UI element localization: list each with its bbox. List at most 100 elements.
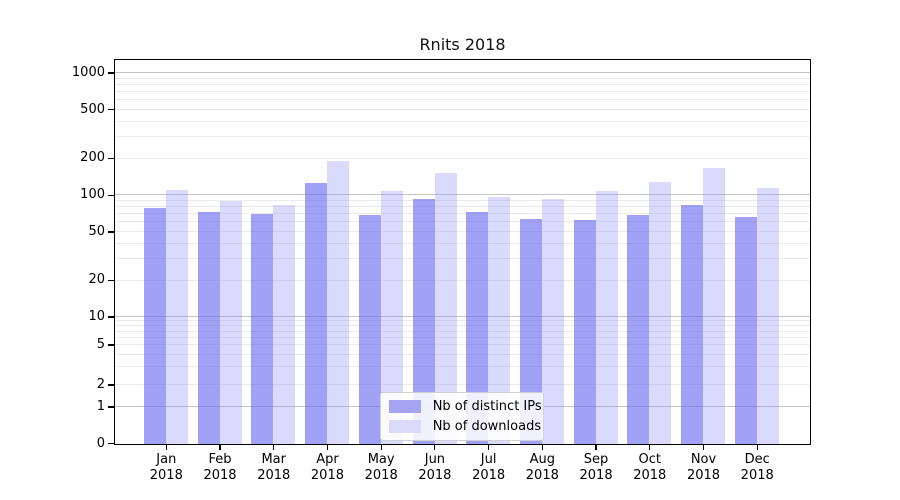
x-tick-mark	[273, 445, 275, 450]
y-tick-mark	[108, 384, 115, 386]
bar-downloads-jan	[165, 189, 188, 444]
x-tick-mark	[595, 445, 597, 450]
bar-downloads-dec	[756, 188, 779, 444]
x-tick-mark	[434, 445, 436, 450]
gridline	[114, 157, 810, 159]
gridline	[114, 325, 810, 327]
gridline	[114, 221, 810, 223]
plot-area: Nb of distinct IPs Nb of downloads	[113, 58, 811, 445]
y-tick-mark	[108, 194, 115, 196]
bar-distinct-ips-feb	[197, 211, 220, 444]
bar-distinct-ips-mar	[251, 213, 274, 444]
x-tick-label-nov: Nov 2018	[686, 452, 721, 483]
bar-distinct-ips-apr	[305, 183, 328, 444]
gridline	[114, 320, 810, 322]
bar-downloads-apr	[327, 161, 350, 444]
y-tick-mark	[108, 231, 115, 233]
bar-downloads-nov	[703, 168, 726, 444]
x-tick-mark	[649, 445, 651, 450]
x-tick-label-aug: Aug 2018	[525, 452, 559, 483]
bar-distinct-ips-nov	[681, 205, 704, 444]
x-tick-label-mar: Mar 2018	[257, 452, 291, 483]
bar-downloads-aug	[542, 199, 565, 444]
gridline	[114, 206, 810, 208]
x-tick-label-oct: Oct 2018	[633, 452, 667, 483]
bar-downloads-sep	[595, 190, 618, 444]
y-tick-mark	[108, 72, 115, 74]
bar-distinct-ips-sep	[573, 220, 596, 444]
gridline	[114, 279, 810, 281]
bar-downloads-jul	[488, 196, 511, 444]
x-tick-label-sep: Sep 2018	[579, 452, 613, 483]
legend-label: Nb of distinct IPs	[432, 398, 542, 414]
y-tick-label: 2	[96, 377, 105, 392]
legend-item-distinct-ips: Nb of distinct IPs	[388, 399, 542, 413]
y-tick-mark	[108, 157, 115, 160]
x-tick-mark	[488, 445, 490, 450]
gridline	[114, 384, 810, 386]
y-tick-label: 1	[96, 399, 105, 414]
legend-label: Nb of downloads	[432, 418, 542, 434]
gridline	[114, 136, 810, 138]
legend: Nb of distinct IPs Nb of downloads	[379, 391, 544, 441]
gridline	[114, 242, 810, 244]
gridline	[114, 77, 810, 79]
gridline	[114, 91, 810, 93]
y-tick-mark	[108, 279, 115, 281]
bar-downloads-mar	[273, 205, 296, 444]
y-tick-label: 0	[96, 435, 105, 451]
y-tick-label: 50	[88, 223, 105, 239]
bar-distinct-ips-jul	[466, 211, 489, 444]
bar-distinct-ips-may	[358, 215, 381, 444]
y-tick-label: 10	[88, 309, 105, 324]
y-tick-mark	[108, 109, 115, 111]
gridline	[114, 84, 810, 86]
x-tick-label-apr: Apr 2018	[310, 452, 344, 483]
gridline	[114, 258, 810, 260]
x-tick-mark	[541, 445, 543, 450]
bar-distinct-ips-oct	[627, 214, 650, 444]
y-tick-label: 20	[88, 272, 105, 288]
y-tick-mark	[108, 406, 115, 408]
x-tick-mark	[380, 445, 382, 450]
y-tick-mark	[108, 344, 115, 346]
x-tick-label-may: May 2018	[364, 452, 398, 483]
bar-distinct-ips-jan	[143, 208, 166, 444]
bar-downloads-may	[380, 190, 403, 444]
gridline	[114, 109, 810, 110]
bar-distinct-ips-aug	[520, 218, 543, 444]
chart-title: Rnits 2018	[419, 35, 506, 54]
x-tick-label-jun: Jun 2018	[418, 452, 452, 483]
x-tick-label-feb: Feb 2018	[203, 452, 237, 483]
y-tick-mark	[108, 442, 115, 445]
gridline	[114, 344, 810, 346]
y-tick-mark	[108, 316, 115, 318]
x-tick-mark	[756, 445, 758, 450]
gridline	[114, 72, 810, 74]
x-tick-mark	[219, 445, 221, 450]
y-tick-label: 500	[80, 101, 105, 117]
y-tick-label: 200	[80, 150, 105, 166]
gridline	[114, 231, 810, 233]
x-tick-label-jan: Jan 2018	[149, 452, 183, 483]
bar-distinct-ips-jun	[412, 198, 435, 444]
gridline	[114, 316, 810, 318]
y-tick-label: 100	[80, 187, 105, 203]
y-tick-label: 5	[96, 337, 105, 352]
x-tick-label-dec: Dec 2018	[740, 452, 774, 483]
y-tick-label: 1000	[71, 65, 105, 80]
gridline	[114, 353, 810, 355]
x-tick-label-jul: Jul 2018	[472, 452, 506, 483]
bar-downloads-feb	[219, 200, 242, 444]
x-tick-mark	[165, 445, 167, 450]
legend-swatch-distinct-ips	[388, 399, 421, 413]
gridline	[114, 213, 810, 215]
bar-distinct-ips-dec	[734, 216, 757, 444]
gridline	[114, 99, 810, 101]
legend-item-downloads: Nb of downloads	[388, 419, 541, 433]
gridline	[114, 330, 810, 332]
x-tick-mark	[326, 445, 329, 450]
legend-swatch-downloads	[388, 419, 421, 433]
gridline	[114, 120, 810, 122]
